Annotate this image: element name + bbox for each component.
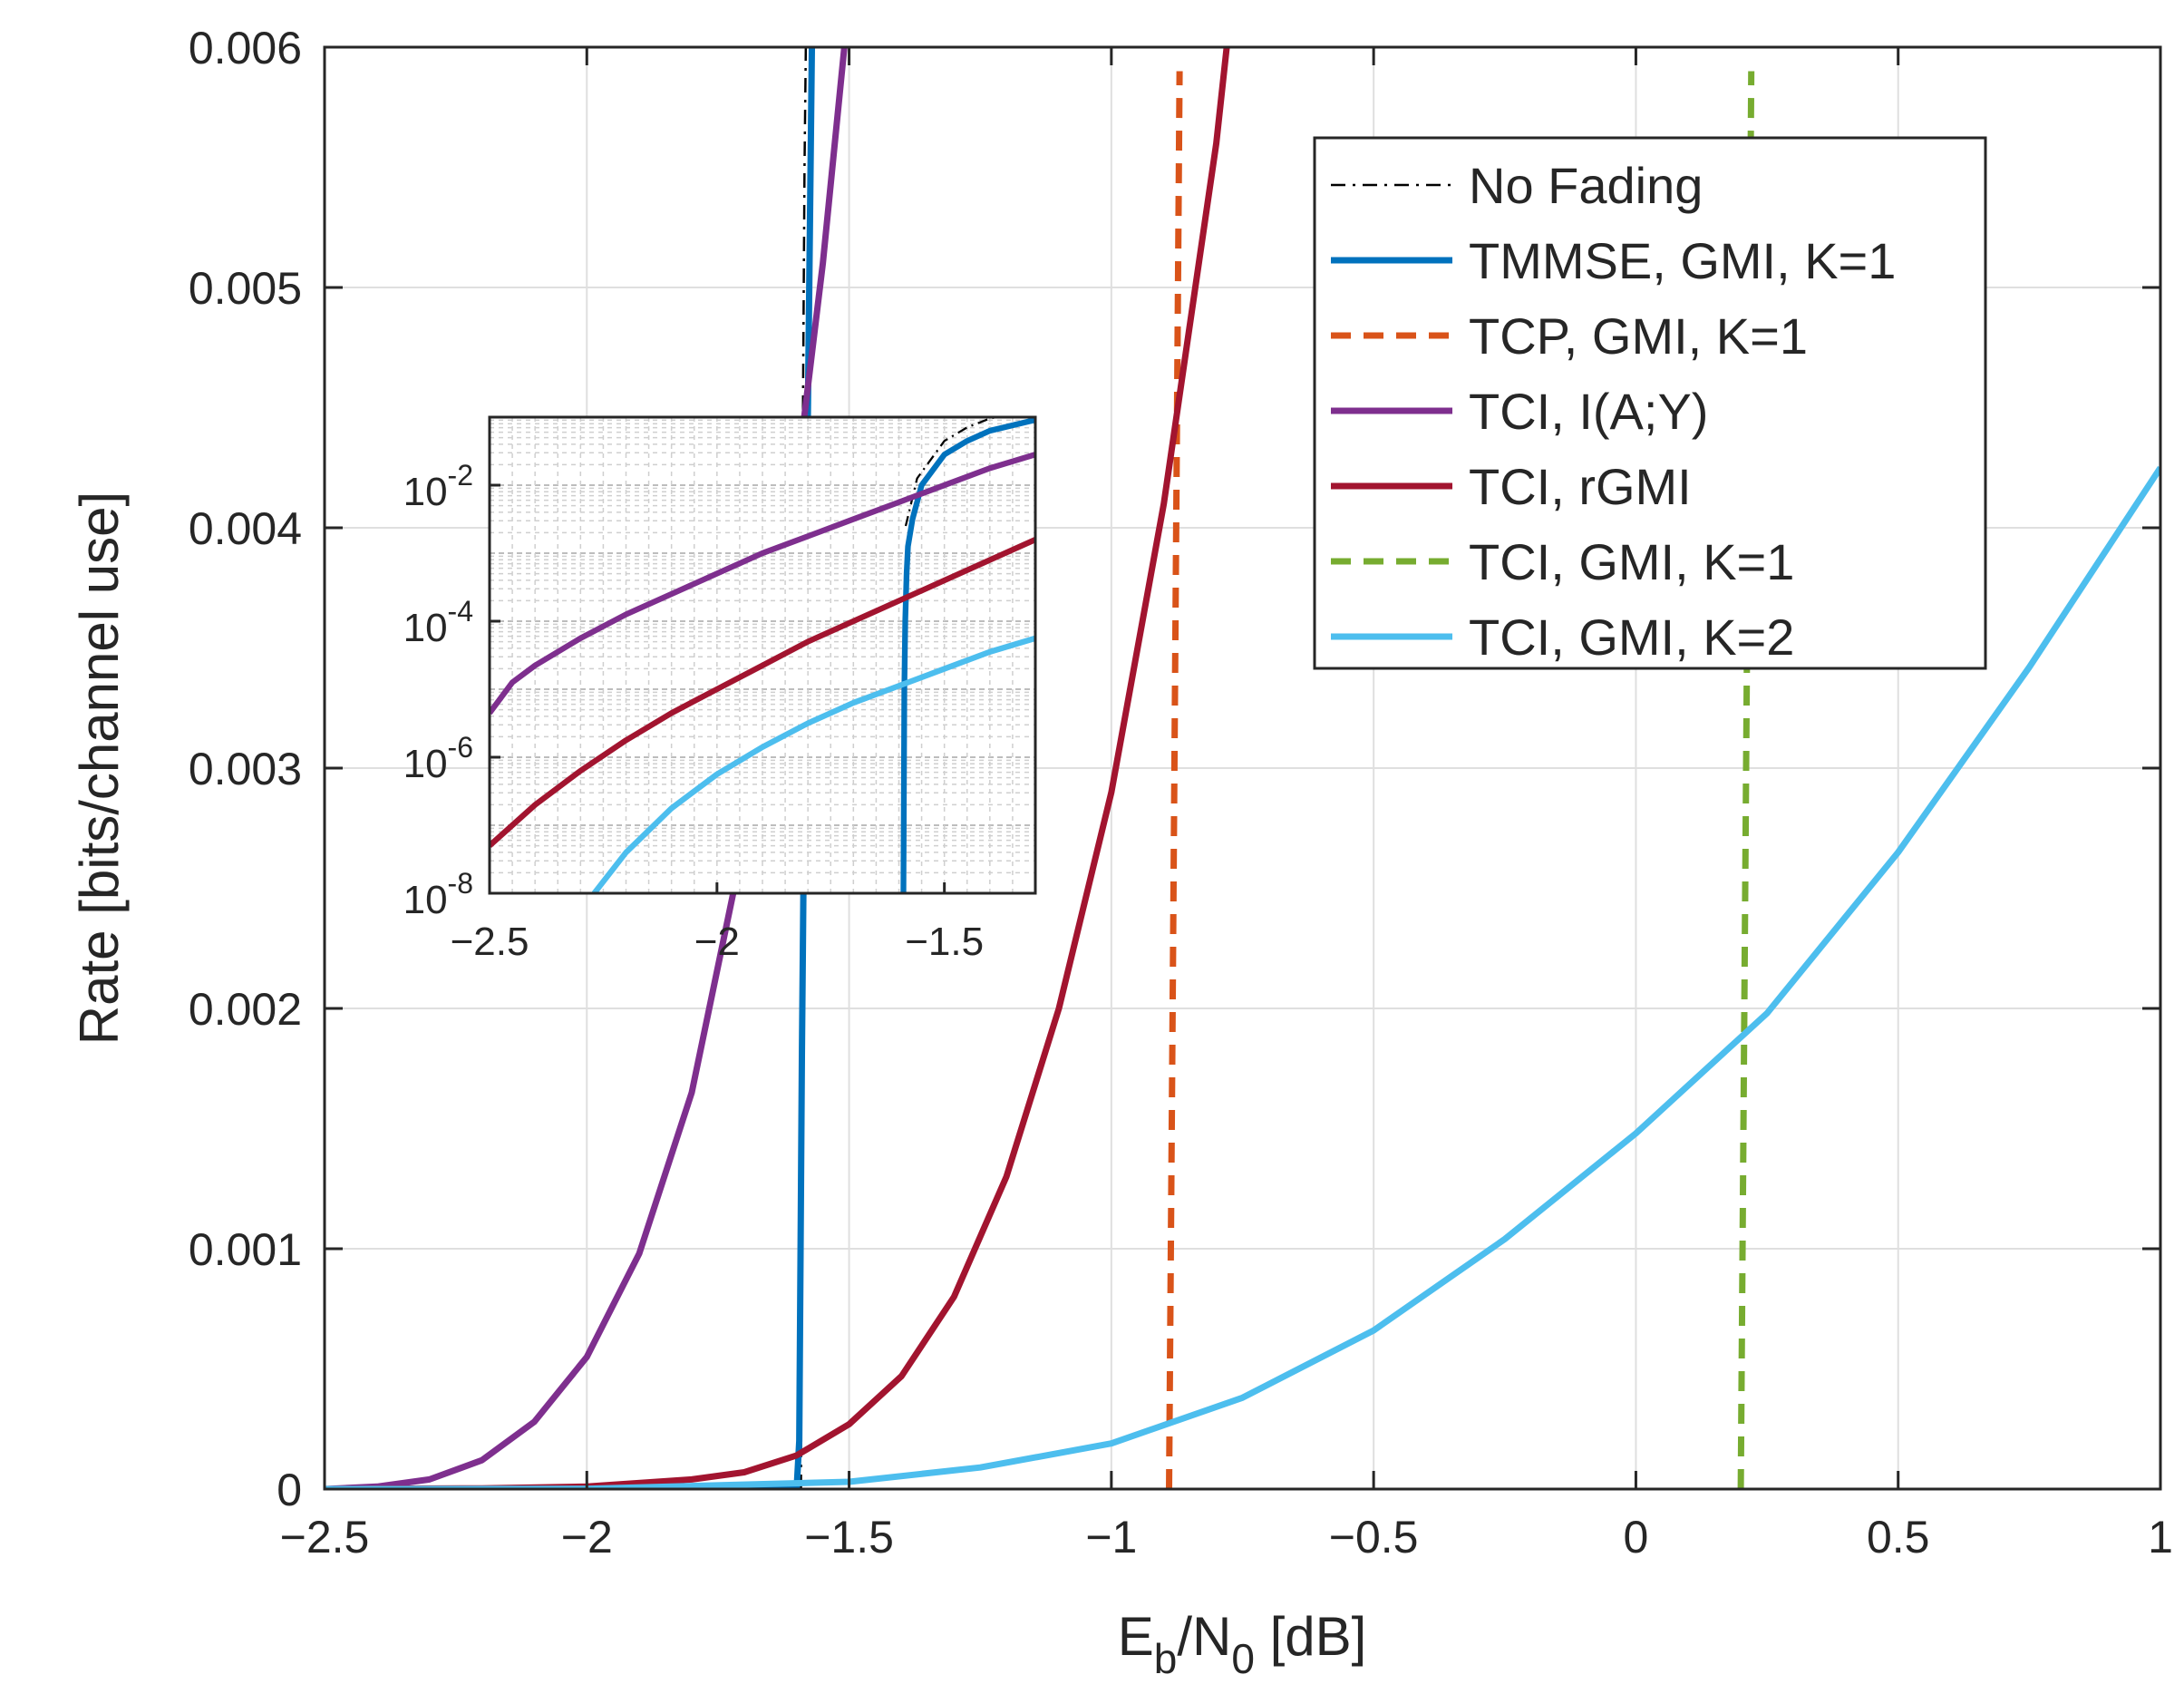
- x-tick-label: −1.5: [804, 1512, 894, 1563]
- x-axis-label: Eb/N0 [dB]: [1118, 1606, 1367, 1682]
- x-tick-label: −1: [1085, 1512, 1137, 1563]
- legend-items: No Fading TMMSE, GMI, K=1 TCP, GMI, K=1 TCI…: [1331, 157, 1896, 666]
- x-tick-label: 0: [1624, 1512, 1649, 1563]
- inset-log-chart: −2.5 −2 −1.5 10-8 10-6 10-4 10-2: [403, 415, 1037, 964]
- inset-series-line: [900, 417, 1035, 893]
- series-line: [1166, 71, 1183, 1489]
- inset-x-tick-label: −2.5: [451, 920, 529, 964]
- y-tick-label: 0.002: [189, 984, 302, 1035]
- inset-frame: [488, 415, 1037, 895]
- inset-series-line: [490, 537, 1035, 848]
- legend-label: TCI, GMI, K=1: [1469, 533, 1794, 590]
- y-tick-label: 0.004: [189, 503, 302, 554]
- legend-label: TCP, GMI, K=1: [1469, 307, 1808, 365]
- x-tick-label: −0.5: [1329, 1512, 1419, 1563]
- legend-label: TCI, rGMI: [1469, 458, 1692, 515]
- inset-x-tick-label: −1.5: [905, 920, 984, 964]
- y-axis-label: Rate [bits/channel use]: [69, 492, 130, 1045]
- y-tick-label: 0.003: [189, 744, 302, 794]
- x-tick-label: 0.5: [1867, 1512, 1930, 1563]
- y-tick-label: 0.006: [189, 23, 302, 73]
- inset-y-tick-label: 10-4: [403, 595, 473, 650]
- inset-series-line: [490, 452, 1035, 716]
- legend-label: TMMSE, GMI, K=1: [1469, 232, 1896, 289]
- y-tick-label: 0: [277, 1465, 302, 1515]
- inset-series-line: [591, 635, 1035, 893]
- legend-box: [1313, 136, 1987, 670]
- inset-ticks: −2.5 −2 −1.5 10-8 10-6 10-4 10-2: [403, 459, 985, 964]
- inset-y-tick-label: 10-2: [403, 459, 473, 514]
- inset-grid: [489, 416, 1036, 894]
- main-ticks: −2.5 −2 −1.5 −1 −0.5 0 0.5 1 0 0.001 0.002 0.003 0.0…: [189, 23, 2173, 1563]
- legend-label: TCI, I(A;Y): [1469, 383, 1708, 440]
- x-tick-label: −2: [561, 1512, 613, 1563]
- y-tick-label: 0.001: [189, 1224, 302, 1275]
- legend-label: No Fading: [1469, 157, 1703, 214]
- y-tick-label: 0.005: [189, 263, 302, 314]
- inset-x-tick-label: −2: [694, 920, 740, 964]
- legend-label: TCI, GMI, K=2: [1469, 608, 1794, 666]
- legend: No Fading TMMSE, GMI, K=1 TCP, GMI, K=1 TCI…: [1313, 136, 1987, 670]
- inset-y-tick-label: 10-8: [403, 867, 473, 922]
- series-line: [325, 47, 1230, 1489]
- inset-y-tick-label: 10-6: [403, 731, 473, 786]
- x-tick-label: −2.5: [280, 1512, 370, 1563]
- x-tick-label: 1: [2148, 1512, 2173, 1563]
